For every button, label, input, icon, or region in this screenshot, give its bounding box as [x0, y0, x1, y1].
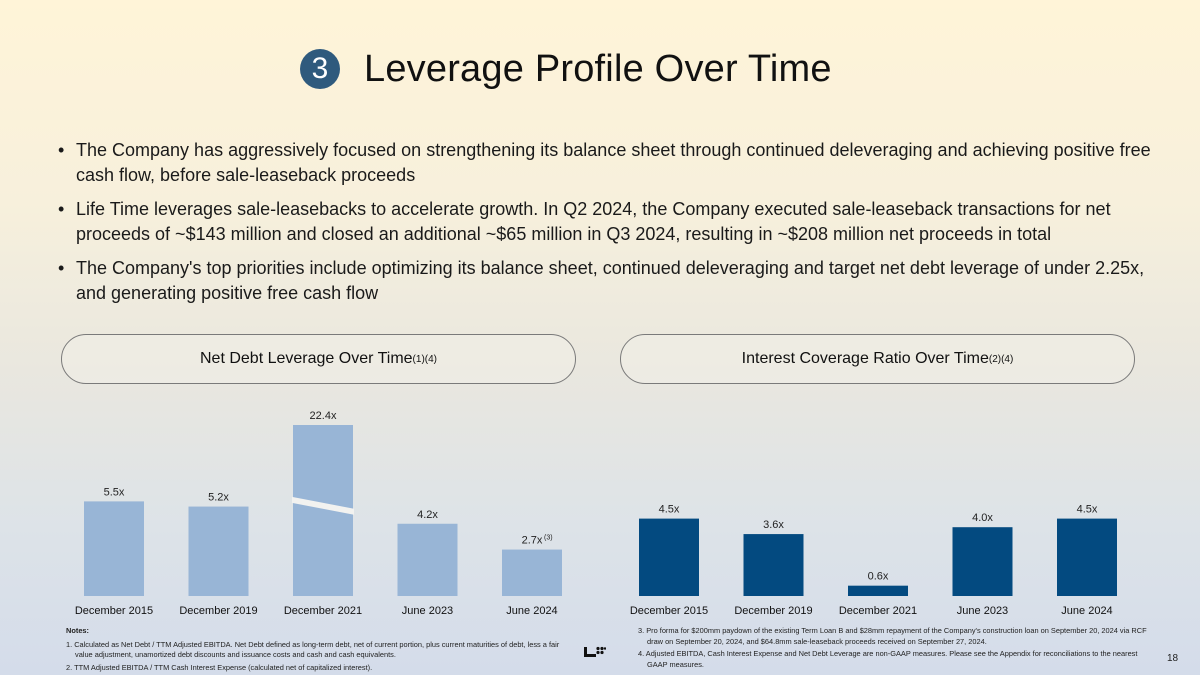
- chart-title-net-debt-leverage: Net Debt Leverage Over Time (1)(4): [61, 334, 576, 384]
- slide-header: 3 Leverage Profile Over Time: [300, 44, 832, 94]
- category-label: December 2019: [734, 605, 812, 617]
- note-item: 2. TTM Adjusted EBITDA / TTM Cash Intere…: [66, 662, 373, 672]
- bar: [84, 501, 144, 596]
- bullet-list: The Company has aggressively focused on …: [58, 138, 1158, 315]
- note-item: 4. Adjusted EBITDA, Cash Interest Expens…: [638, 649, 1138, 669]
- data-label: 2.7x: [522, 535, 543, 547]
- data-label: 4.5x: [659, 504, 680, 516]
- bar: [848, 585, 908, 596]
- notes-left: Notes: 1. Calculated as Net Debt / TTM A…: [66, 626, 576, 673]
- bar: [188, 506, 249, 596]
- bullet-item: The Company has aggressively focused on …: [58, 138, 1158, 188]
- data-label: 4.0x: [972, 512, 993, 524]
- bullet-item: Life Time leverages sale-leasebacks to a…: [58, 197, 1158, 247]
- chart-title-text: Net Debt Leverage Over Time: [200, 350, 413, 367]
- notes-right: 3. Pro forma for $200mm paydown of the e…: [638, 626, 1148, 670]
- note-item: 3. Pro forma for $200mm paydown of the e…: [638, 626, 1147, 646]
- notes-heading: Notes:: [66, 626, 89, 635]
- bar: [397, 523, 458, 596]
- category-label: June 2024: [1061, 605, 1112, 617]
- data-label: 4.2x: [417, 509, 438, 521]
- category-label: June 2024: [506, 605, 557, 617]
- bar: [502, 549, 562, 596]
- category-label: December 2015: [75, 605, 153, 617]
- slide-title: Leverage Profile Over Time: [364, 47, 832, 90]
- bar: [639, 518, 699, 596]
- bar: [1057, 518, 1117, 596]
- data-label: 3.6x: [763, 519, 784, 531]
- page-number: 18: [1167, 653, 1179, 664]
- category-label: December 2015: [630, 605, 708, 617]
- chart-title-text: Interest Coverage Ratio Over Time: [741, 350, 989, 367]
- bar: [743, 534, 804, 596]
- data-label-footnote: (3): [544, 535, 553, 542]
- life-time-logo-icon: [584, 646, 606, 657]
- bar: [952, 527, 1013, 596]
- note-item: 1. Calculated as Net Debt / TTM Adjusted…: [66, 639, 560, 660]
- data-label: 22.4x: [310, 410, 337, 422]
- data-label: 5.2x: [208, 492, 229, 504]
- data-label: 4.5x: [1077, 504, 1098, 516]
- category-label: June 2023: [402, 605, 453, 617]
- category-label: December 2019: [179, 605, 257, 617]
- chart-1: 4.5x December 2015 3.6x December 2019 0.6x De…: [630, 504, 1117, 617]
- category-label: June 2023: [957, 605, 1008, 617]
- category-label: December 2021: [284, 605, 362, 617]
- chart-title-footnote: (2)(4): [988, 353, 1014, 365]
- data-label: 5.5x: [104, 486, 125, 498]
- axis-break-mark: [292, 496, 354, 515]
- chart-title-footnote: (1)(4): [412, 353, 437, 365]
- section-number-badge: 3: [300, 49, 340, 89]
- data-label: 0.6x: [868, 571, 889, 583]
- chart-0: 5.5x December 2015 5.2x December 2019 22.4x D…: [75, 410, 562, 617]
- bar-charts: 5.5x December 2015 5.2x December 2019 22.4x D…: [75, 410, 1117, 617]
- chart-title-interest-coverage: Interest Coverage Ratio Over Time (2)(4): [620, 334, 1135, 384]
- bullet-item: The Company's top priorities include opt…: [58, 256, 1158, 306]
- category-label: December 2021: [839, 605, 917, 617]
